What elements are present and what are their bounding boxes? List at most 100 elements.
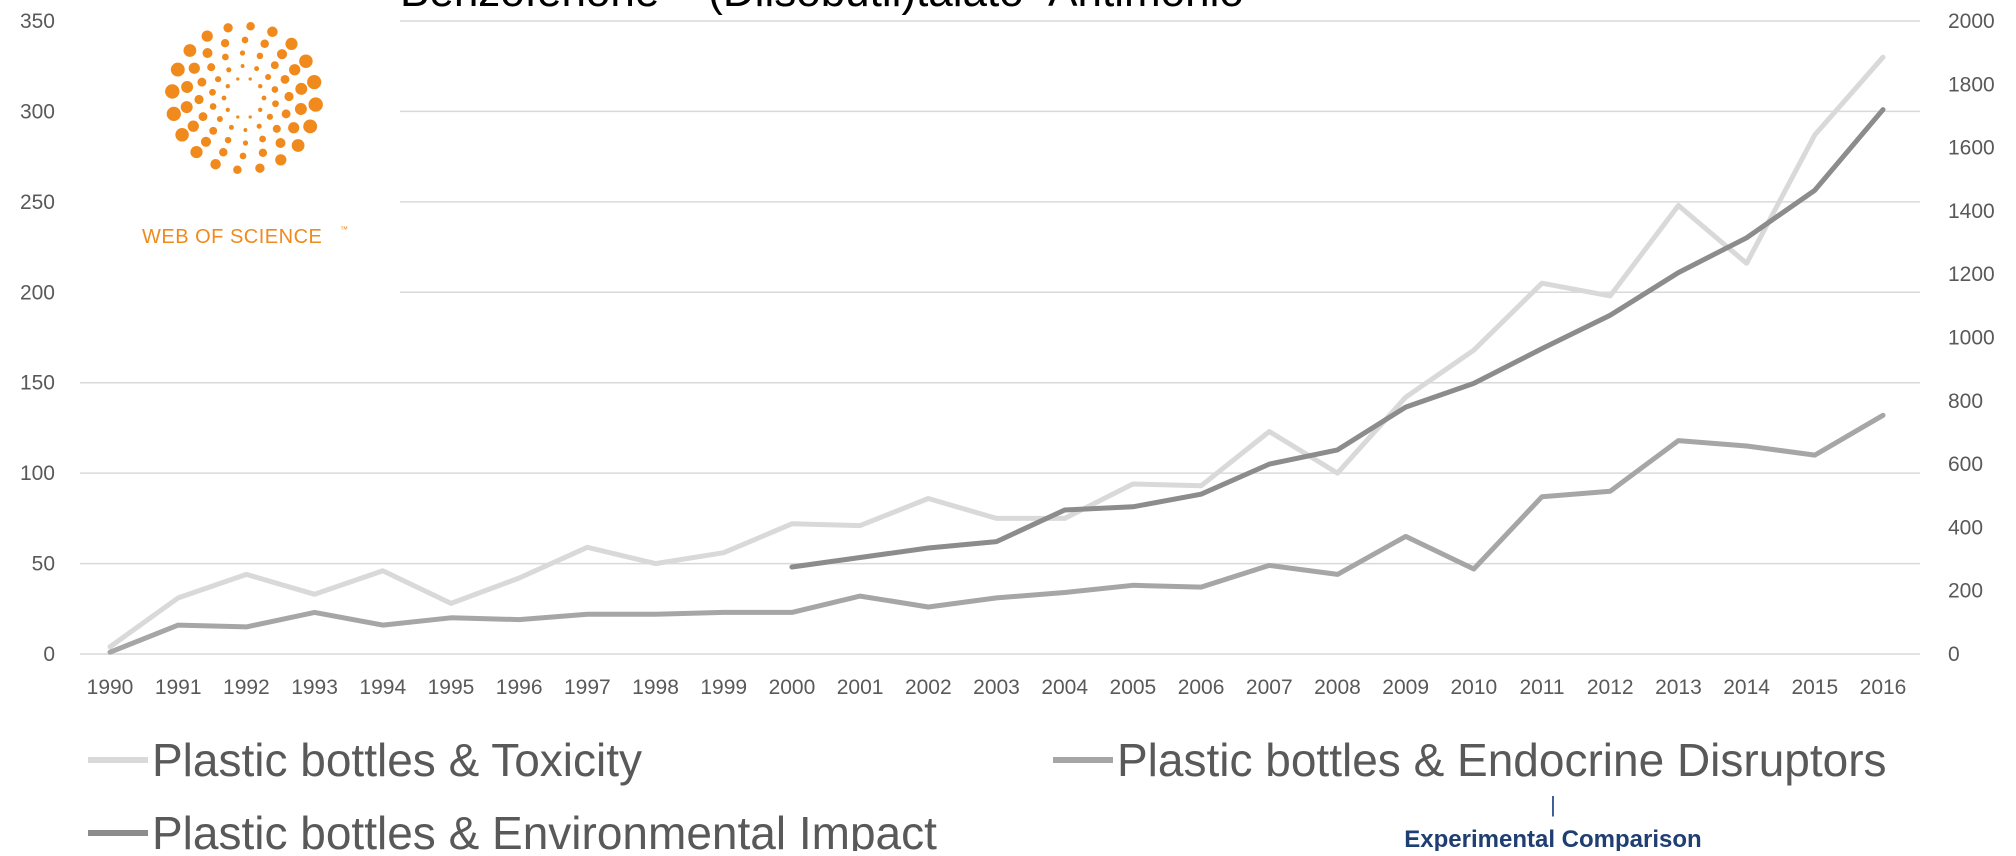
logo-dot: [272, 124, 281, 133]
logo-dot: [209, 126, 218, 135]
logo-dot: [275, 138, 286, 148]
logo-dot: [271, 86, 279, 93]
logo-dot: [221, 95, 227, 101]
logo-dot: [265, 73, 272, 81]
logo-dot: [288, 122, 300, 134]
logo-dot: [246, 22, 255, 31]
logo-dot: [233, 165, 242, 174]
x-axis-tick-label: 2009: [1382, 676, 1429, 699]
logo-dot: [243, 128, 248, 132]
x-axis-tick-label: 1999: [700, 676, 747, 699]
x-axis-tick-label: 2001: [837, 676, 884, 699]
logo-trademark: ™: [340, 225, 348, 234]
logo-dot: [295, 82, 308, 95]
x-axis-tick-label: 2006: [1178, 676, 1225, 699]
logo-dot: [285, 37, 298, 51]
x-axis-tick-label: 1991: [155, 676, 202, 699]
logo-dot: [197, 77, 207, 87]
logo-dot: [308, 97, 323, 112]
logo-dot: [225, 84, 230, 89]
right-y-axis: 0 200 400 600 800 1000 1200 1400 1600 1800 2000: [1948, 10, 1995, 666]
x-axis-tick-label: 2010: [1450, 676, 1497, 699]
legend: Plastic bottles & Toxicity Plastic bottle…: [88, 734, 1887, 856]
logo-dot: [175, 128, 189, 142]
logo-dot: [183, 44, 197, 57]
x-axis-tick-label: 1996: [496, 676, 543, 699]
x-axis-tick-label: 1997: [564, 676, 611, 699]
logo-dot: [181, 81, 194, 93]
x-axis-tick-label: 1992: [223, 676, 270, 699]
logo-dot: [236, 115, 240, 119]
logo-dot: [187, 120, 199, 132]
right-axis-tick-label: 1200: [1948, 263, 1995, 286]
logo-dot: [239, 50, 246, 56]
x-axis-tick-label: 2016: [1860, 676, 1907, 699]
right-axis-tick-label: 800: [1948, 390, 1983, 413]
x-axis-tick-label: 2011: [1519, 676, 1564, 699]
logo-dot: [255, 163, 265, 173]
right-axis-tick-label: 200: [1948, 580, 1983, 603]
logo-dots: [165, 22, 323, 174]
logo-dot: [216, 115, 223, 123]
logo-dot: [226, 67, 232, 73]
logo-dot: [307, 74, 322, 90]
logo-dot: [294, 103, 307, 115]
logo-dot: [267, 26, 278, 38]
logo-dot: [180, 101, 193, 114]
x-axis-tick-label: 1998: [632, 676, 679, 699]
logo-dot: [201, 30, 213, 42]
logo-dot: [209, 103, 217, 110]
web-of-science-logo: WEB OF SCIENCE ™: [142, 22, 348, 248]
logo-dot: [260, 39, 269, 49]
x-axis-tick-label: 1993: [291, 676, 338, 699]
logo-dot: [202, 48, 213, 58]
x-axis-tick-label: 2004: [1041, 676, 1088, 699]
logo-dot: [284, 91, 294, 102]
left-y-axis: 0 50 100 150 200 250 300 350: [20, 10, 55, 666]
logo-dot: [165, 84, 180, 99]
footer-divider-mark: |: [1550, 792, 1556, 817]
series-line-2: [107, 412, 1886, 655]
logo-dot: [209, 88, 216, 96]
logo-dot: [275, 154, 287, 166]
logo-dot: [276, 49, 288, 60]
logo-dot: [254, 66, 260, 72]
logo-dot: [223, 23, 233, 33]
logo-dot: [207, 63, 216, 72]
legend-label: Plastic bottles & Toxicity: [152, 734, 642, 786]
logo-dot: [198, 112, 208, 122]
logo-dot: [194, 94, 204, 105]
logo-dot: [258, 107, 263, 112]
right-axis-tick-label: 1400: [1948, 200, 1995, 223]
logo-dot: [214, 76, 222, 83]
x-axis-tick-label: 2014: [1723, 676, 1770, 699]
x-axis-tick-label: 1990: [87, 676, 134, 699]
logo-dot: [259, 135, 266, 143]
x-axis-tick-label: 2003: [973, 676, 1020, 699]
logo-dot: [261, 95, 267, 101]
x-axis-tick-label: 1994: [359, 676, 406, 699]
x-axis-tick-label: 2007: [1246, 676, 1293, 699]
footer-caption: Experimental Comparison: [1404, 826, 1701, 851]
logo-dot: [258, 148, 268, 157]
x-axis-tick-label: 2008: [1314, 676, 1361, 699]
logo-dot: [248, 77, 252, 81]
logo-dot: [166, 106, 181, 122]
right-axis-tick-label: 1800: [1948, 73, 1995, 96]
x-axis-tick-label: 2015: [1791, 676, 1838, 699]
gridlines: [80, 20, 1920, 655]
logo-dot: [291, 139, 305, 152]
logo-dot: [241, 36, 249, 44]
right-axis-tick-label: 2000: [1948, 10, 1995, 33]
right-axis-tick-label: 1600: [1948, 137, 1995, 160]
chart-title: Benzofenone – (Diisobutil)talato- Antimo…: [400, 0, 1244, 16]
logo-dot: [256, 123, 262, 129]
logo-dot: [236, 77, 240, 81]
logo-dot: [256, 52, 264, 60]
series-line-1: [107, 54, 1886, 650]
logo-dot: [170, 62, 185, 77]
left-axis-tick-label: 150: [20, 372, 55, 395]
right-axis-tick-label: 0: [1948, 643, 1960, 666]
logo-dot: [280, 74, 290, 84]
